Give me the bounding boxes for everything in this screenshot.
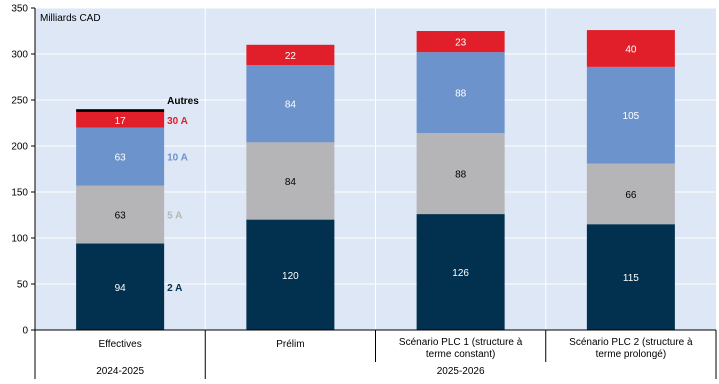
- segment-labels: 94 63 63 17 120 84 84 22 126 88 88 23 115 66 105 40: [115, 38, 640, 294]
- legend-label: 2 A: [167, 283, 182, 294]
- bar-segment: [76, 185, 165, 244]
- bar-segment: [76, 127, 165, 186]
- x-axis-categories: Effectives Prélim Scénario PLC 1 (structur…: [34, 330, 717, 362]
- y-tick-label: 300: [11, 50, 28, 61]
- bar-segment: [416, 133, 505, 215]
- data-label: 23: [455, 38, 467, 49]
- x-group-label: 2025-2026: [437, 366, 485, 377]
- y-tick-label: 250: [11, 96, 28, 107]
- x-category-label: Effectives: [99, 339, 142, 350]
- legend-label: 10 A: [167, 153, 188, 164]
- legend-label: 5 A: [167, 211, 182, 222]
- x-category-label: Scénario PLC 1 (structure à: [399, 337, 523, 348]
- data-label: 126: [452, 268, 469, 279]
- data-label: 84: [285, 177, 297, 188]
- bar-segment: [246, 142, 335, 220]
- data-label: 94: [115, 283, 127, 294]
- x-category-label: terme prolongé): [596, 349, 667, 360]
- bar-segment: [246, 44, 335, 66]
- data-label: 115: [623, 273, 639, 284]
- x-category-label: Prélim: [276, 339, 304, 350]
- y-axis-ticks: 0 50 100 150 200 250 300 350: [11, 4, 35, 337]
- y-tick-label: 100: [11, 234, 28, 245]
- y-tick-label: 350: [11, 4, 28, 15]
- bar-segment: [76, 111, 165, 128]
- unit-label: Milliards CAD: [40, 13, 101, 24]
- bar-segment: [586, 30, 675, 67]
- bar-segment: [76, 109, 165, 112]
- bar-segment: [76, 243, 165, 330]
- x-category-label: terme constant): [426, 349, 495, 360]
- y-tick-label: 0: [22, 326, 28, 337]
- bar-segment: [586, 163, 675, 225]
- legend-label: 30 A: [167, 116, 188, 127]
- bar-segment: [416, 52, 505, 134]
- data-label: 17: [115, 116, 127, 127]
- data-label: 63: [115, 211, 127, 222]
- data-label: 63: [115, 153, 127, 164]
- inline-legend: 2 A 5 A 10 A 30 A Autres: [167, 96, 199, 294]
- bar-segment: [586, 224, 675, 330]
- x-axis-groups: 2024-2025 2025-2026: [34, 362, 717, 379]
- data-label: 88: [455, 170, 467, 181]
- y-tick-label: 150: [11, 188, 28, 199]
- bar-segment: [416, 214, 505, 330]
- bar-segment: [416, 31, 505, 53]
- data-label: 40: [625, 44, 637, 55]
- y-tick-label: 50: [17, 280, 29, 291]
- x-group-label: 2024-2025: [96, 366, 144, 377]
- legend-label: Autres: [167, 96, 199, 107]
- data-label: 84: [285, 100, 297, 111]
- data-label: 66: [625, 190, 637, 201]
- data-label: 120: [282, 271, 299, 282]
- data-label: 105: [623, 111, 640, 122]
- bars: [76, 30, 675, 330]
- bar-segment: [246, 219, 335, 330]
- bar-segment: [586, 66, 675, 164]
- data-label: 88: [455, 89, 467, 100]
- bar-segment: [246, 65, 335, 143]
- data-label: 22: [285, 51, 297, 62]
- y-tick-label: 200: [11, 142, 28, 153]
- x-category-label: Scénario PLC 2 (structure à: [569, 337, 693, 348]
